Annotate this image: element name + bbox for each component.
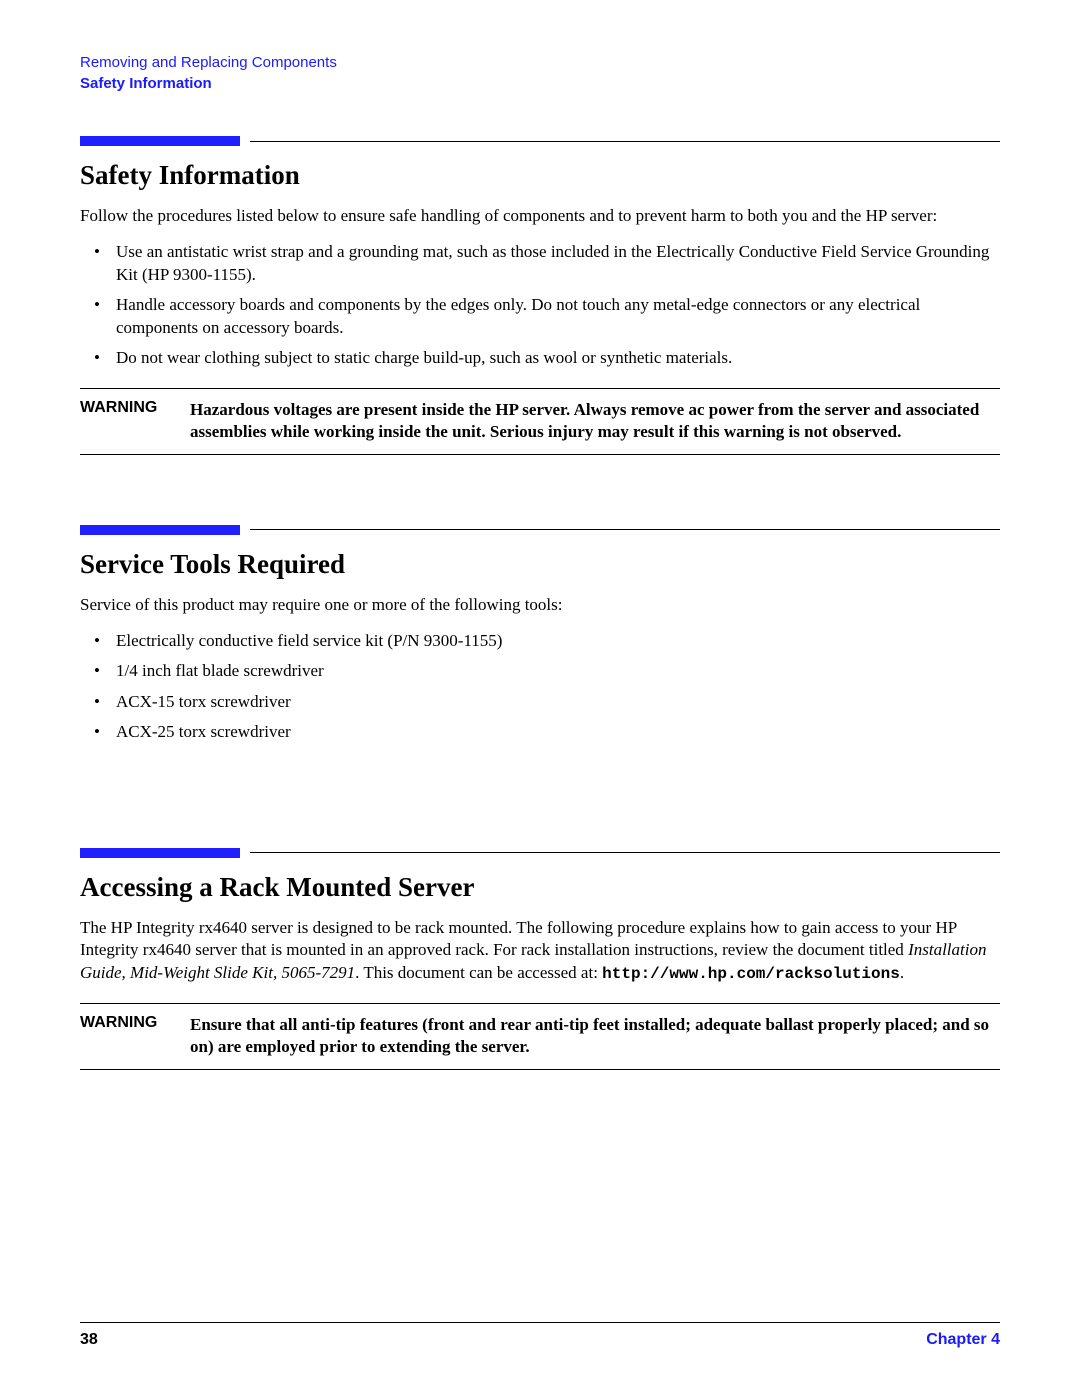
list-item: ACX-15 torx screwdriver xyxy=(116,691,1000,713)
breadcrumb: Removing and Replacing Components xyxy=(80,54,1000,71)
blue-accent-bar xyxy=(80,525,240,535)
section-heading-safety: Safety Information xyxy=(80,160,1000,191)
rack-para-lead: The HP Integrity rx4640 server is design… xyxy=(80,918,957,959)
list-item: ACX-25 torx screwdriver xyxy=(116,721,1000,743)
list-item: Use an antistatic wrist strap and a grou… xyxy=(116,241,1000,286)
breadcrumb-section: Safety Information xyxy=(80,75,1000,92)
warning-label: WARNING xyxy=(80,399,166,444)
rack-para-url: http://www.hp.com/racksolutions xyxy=(602,965,900,983)
page-footer: 38 Chapter 4 xyxy=(80,1322,1000,1349)
safety-intro: Follow the procedures listed below to en… xyxy=(80,205,1000,227)
section-rule xyxy=(80,525,1000,535)
rack-para-end: . xyxy=(900,963,904,982)
blue-accent-bar xyxy=(80,136,240,146)
warning-label: WARNING xyxy=(80,1014,166,1059)
section-rule xyxy=(80,136,1000,146)
list-item: 1/4 inch flat blade screwdriver xyxy=(116,660,1000,682)
section-heading-tools: Service Tools Required xyxy=(80,549,1000,580)
blue-accent-bar xyxy=(80,848,240,858)
tools-bullets: Electrically conductive field service ki… xyxy=(80,630,1000,744)
section-rule xyxy=(80,848,1000,858)
list-item: Handle accessory boards and components b… xyxy=(116,294,1000,339)
list-item: Electrically conductive field service ki… xyxy=(116,630,1000,652)
warning-block-rack: WARNING Ensure that all anti-tip feature… xyxy=(80,1003,1000,1070)
section-heading-rack: Accessing a Rack Mounted Server xyxy=(80,872,1000,903)
list-item: Do not wear clothing subject to static c… xyxy=(116,347,1000,369)
page-content: Removing and Replacing Components Safety… xyxy=(0,0,1080,1070)
horizontal-rule xyxy=(250,852,1000,853)
chapter-label: Chapter 4 xyxy=(926,1331,1000,1349)
warning-text: Hazardous voltages are present inside th… xyxy=(190,399,1000,444)
page-number: 38 xyxy=(80,1331,98,1349)
warning-block-safety: WARNING Hazardous voltages are present i… xyxy=(80,388,1000,455)
horizontal-rule xyxy=(250,141,1000,142)
tools-intro: Service of this product may require one … xyxy=(80,594,1000,616)
rack-para-mid: . This document can be accessed at: xyxy=(355,963,602,982)
safety-bullets: Use an antistatic wrist strap and a grou… xyxy=(80,241,1000,369)
horizontal-rule xyxy=(250,529,1000,530)
rack-paragraph: The HP Integrity rx4640 server is design… xyxy=(80,917,1000,985)
warning-text: Ensure that all anti-tip features (front… xyxy=(190,1014,1000,1059)
